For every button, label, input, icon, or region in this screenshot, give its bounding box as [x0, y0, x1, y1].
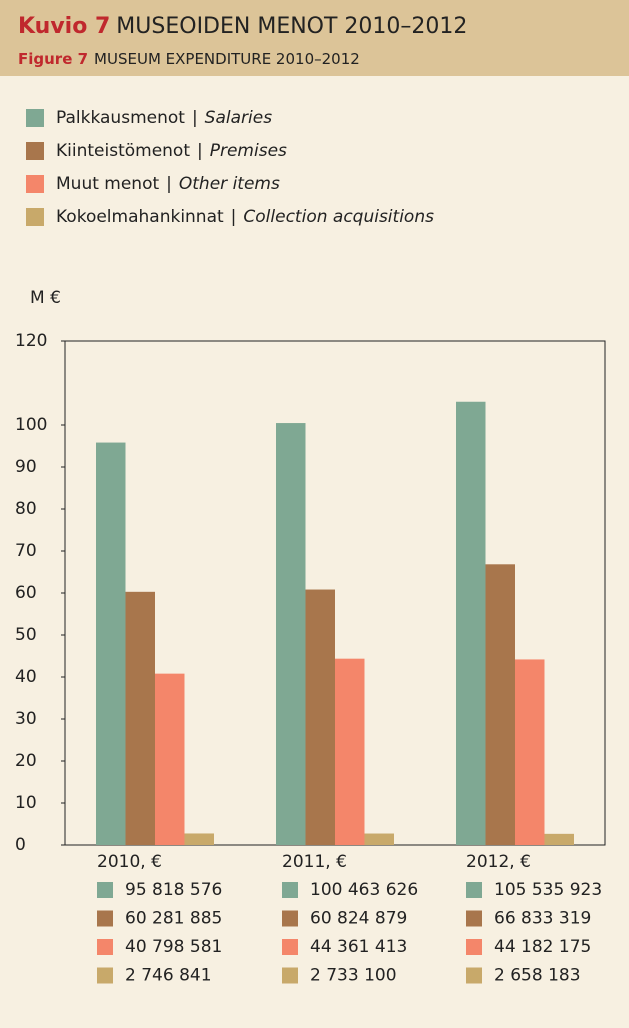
value-label-swatch — [97, 910, 113, 927]
legend-swatch — [26, 175, 44, 193]
y-tick-label: 120 — [15, 331, 47, 351]
y-tick-label: 80 — [15, 499, 37, 519]
bar — [125, 591, 155, 845]
legend-name-en: Collection acquisitions — [243, 207, 434, 227]
legend-name: Palkkausmenot — [56, 108, 185, 128]
legend-entry: Kiinteistömenot | Premises — [56, 141, 287, 161]
value-label: 66 833 319 — [494, 909, 591, 929]
title-prefix: Kuvio 7 — [18, 14, 110, 39]
x-tick-label: 2012, € — [466, 852, 531, 872]
bar — [364, 833, 394, 845]
value-label: 2 658 183 — [494, 966, 581, 986]
legend-entry: Kokoelmahankinnat | Collection acquisition… — [56, 207, 434, 227]
value-label-swatch — [282, 910, 298, 927]
legend-name-en: Premises — [210, 141, 287, 161]
y-tick-label: 50 — [15, 625, 37, 645]
legend-entry: Palkkausmenot | Salaries — [56, 108, 272, 128]
bar — [335, 658, 365, 845]
x-tick-label: 2010, € — [97, 852, 162, 872]
value-label-swatch — [466, 882, 482, 898]
bar — [515, 659, 545, 845]
value-label: 60 824 879 — [310, 909, 407, 929]
legend-swatch — [26, 142, 44, 160]
value-label: 105 535 923 — [494, 880, 602, 900]
legend-entry: Muut menot | Other items — [56, 174, 280, 194]
y-axis-label: M € — [30, 288, 61, 308]
legend-name: Muut menot — [56, 174, 159, 194]
bar — [96, 442, 126, 845]
value-label-swatch — [97, 939, 113, 955]
y-tick-label: 10 — [15, 793, 37, 813]
value-label-swatch — [282, 967, 298, 984]
y-tick-label: 60 — [15, 583, 37, 603]
value-label: 44 361 413 — [310, 937, 407, 957]
value-label: 44 182 175 — [494, 937, 591, 957]
value-label-swatch — [466, 939, 482, 955]
legend-name: Kokoelmahankinnat — [56, 207, 224, 227]
bar — [456, 401, 486, 845]
value-label-swatch — [466, 910, 482, 927]
legend-separator: | — [192, 108, 198, 128]
value-label-swatch — [282, 882, 298, 898]
y-tick-label: 0 — [15, 835, 26, 855]
y-tick-label: 20 — [15, 751, 37, 771]
y-tick-label: 70 — [15, 541, 37, 561]
y-tick-label: 40 — [15, 667, 37, 687]
y-tick-label: 90 — [15, 457, 37, 477]
legend-name: Kiinteistömenot — [56, 141, 190, 161]
y-tick-label: 30 — [15, 709, 37, 729]
value-label-swatch — [282, 939, 298, 955]
chart-subtitle: MUSEUM EXPENDITURE 2010–2012 — [94, 50, 360, 68]
bar — [276, 423, 306, 845]
bar — [305, 589, 335, 845]
chart-title-line: Kuvio 7 MUSEOIDEN MENOT 2010–2012 — [18, 14, 467, 39]
subtitle-prefix: Figure 7 — [18, 50, 88, 68]
legend-swatch — [26, 208, 44, 226]
value-label: 95 818 576 — [125, 880, 222, 900]
value-label-swatch — [466, 967, 482, 984]
legend-name-en: Salaries — [205, 108, 273, 128]
chart-title: MUSEOIDEN MENOT 2010–2012 — [116, 14, 467, 39]
legend-separator: | — [166, 174, 172, 194]
bar — [485, 564, 515, 845]
chart-subtitle-line: Figure 7 MUSEUM EXPENDITURE 2010–2012 — [18, 50, 360, 68]
y-tick-label: 100 — [15, 415, 47, 435]
bar — [155, 673, 185, 845]
value-label: 60 281 885 — [125, 909, 222, 929]
value-label: 2 746 841 — [125, 966, 212, 986]
legend-separator: | — [197, 141, 203, 161]
value-label: 2 733 100 — [310, 966, 397, 986]
value-label: 100 463 626 — [310, 880, 418, 900]
value-label: 40 798 581 — [125, 937, 222, 957]
legend-separator: | — [231, 207, 237, 227]
header-band — [0, 0, 629, 76]
bar — [184, 833, 214, 845]
value-label-swatch — [97, 967, 113, 984]
value-label-swatch — [97, 882, 113, 898]
x-tick-label: 2011, € — [282, 852, 347, 872]
bar — [544, 833, 574, 845]
legend-name-en: Other items — [179, 174, 280, 194]
legend-swatch — [26, 109, 44, 127]
